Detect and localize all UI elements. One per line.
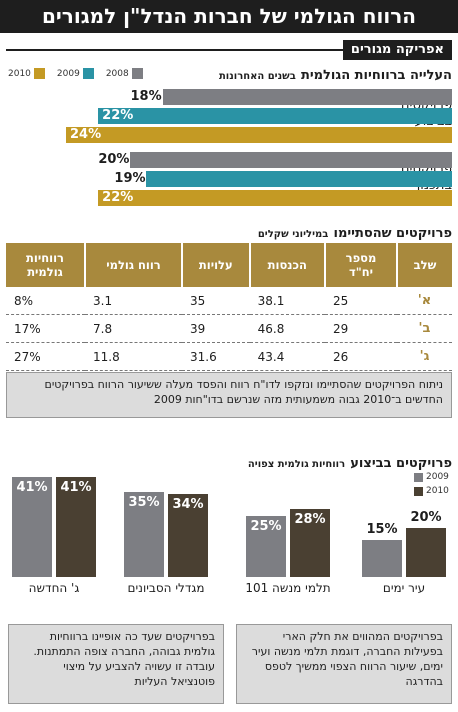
chart1-subtitle: בשנים האחרונות [218, 71, 296, 82]
table-title: פרויקטים שהסתיימו [333, 226, 452, 241]
bar-2009-1 [146, 171, 452, 187]
vbar-value-label: 20% [410, 510, 442, 526]
chart1-heading: העלייה ברווחיות הגולמית בשנים האחרונות [219, 64, 452, 83]
cell-gross-profit: 11.8 [85, 342, 182, 371]
legend-swatch-2009-bottom [414, 472, 423, 482]
vbar-2010-1 [290, 508, 330, 577]
category-label: תלמי מנשה 101 [245, 581, 331, 595]
legend-2010: 2010 [8, 68, 45, 79]
col-units: מספר יח"ד [324, 243, 397, 287]
cell-gross-profit: 7.8 [85, 314, 182, 343]
legend-2008: 2008 [106, 68, 143, 79]
bar-2009-0 [98, 108, 452, 124]
col-costs: עלויות [180, 243, 250, 287]
note-left: בפרויקטים שעד כה אופיינו ברווחיות גולמית… [8, 624, 224, 704]
cell-gross-margin: 17% [6, 314, 85, 343]
cell-costs: 39 [181, 314, 250, 343]
bar-2010-1 [98, 190, 452, 206]
cell-gross-profit: 3.1 [85, 287, 182, 315]
cell-revenue: 38.1 [249, 287, 325, 315]
chart3-legend: 2009 2010 [414, 472, 454, 496]
vbar-2010-0 [406, 528, 446, 577]
legend-swatch-2009 [82, 68, 94, 79]
bar-value-label: 19% [114, 171, 146, 186]
note-right: בפרויקטים המהווים את חלק הארי בפעילות הח… [236, 624, 452, 704]
category-label: ג' החדשה [28, 581, 80, 595]
projects-table: שלב מספר יח"ד הכנסות עלויות רווח גולמי ר… [6, 243, 452, 371]
legend-2009-bottom: 2009 [414, 472, 454, 482]
col-revenue: הכנסות [248, 243, 325, 287]
vbar-2010-2 [168, 494, 208, 577]
vbar-2009-2 [124, 491, 164, 577]
cell-stage: א' [397, 287, 452, 315]
legend-2009: 2009 [57, 68, 94, 79]
bar-2010-0 [66, 127, 452, 143]
col-stage: שלב [396, 243, 452, 287]
cell-costs: 31.6 [181, 342, 250, 371]
table-row: א' 25 38.1 35 3.1 8% [6, 287, 452, 315]
cell-units: 29 [325, 314, 397, 343]
cell-units: 25 [325, 287, 397, 315]
legend-2010-bottom: 2010 [414, 486, 454, 496]
chart3-heading: פרויקטים בביצוע רווחיות גולמית צפויה [248, 452, 452, 471]
cell-revenue: 46.8 [249, 314, 325, 343]
vbar-value-label: 28% [294, 511, 326, 527]
vbar-2009-3 [12, 477, 52, 577]
cell-costs: 35 [181, 287, 250, 315]
vbar-value-label: 25% [250, 519, 282, 535]
legend-swatch-2008 [131, 68, 143, 79]
cell-gross-margin: 27% [6, 342, 85, 371]
vbar-2010-3 [56, 477, 96, 577]
table-row: ג' 26 43.4 31.6 11.8 27% [6, 342, 452, 371]
table-header-row: שלב מספר יח"ד הכנסות עלויות רווח גולמי ר… [6, 243, 452, 287]
legend-swatch-2010 [33, 68, 45, 79]
vbar-value-label: 41% [60, 480, 92, 495]
vbar-value-label: 34% [172, 497, 204, 513]
table-row: ב' 29 46.8 39 7.8 17% [6, 314, 452, 343]
table-heading: פרויקטים שהסתיימו במיליוני שקלים [258, 222, 452, 241]
legend-swatch-2010-bottom [414, 486, 423, 496]
table-note: ניתוח הפרויקטים שהסתיימו ונזקפו לדו"ח רו… [6, 372, 452, 418]
vbar-value-label: 35% [128, 494, 160, 510]
cell-gross-margin: 8% [6, 287, 85, 315]
cell-stage: ב' [397, 314, 452, 343]
chart3-title: פרויקטים בביצוע [350, 456, 452, 471]
vbar-value-label: 41% [16, 480, 48, 495]
bar-value-label: 24% [70, 127, 102, 142]
col-gross-profit: רווח גולמי [84, 243, 182, 287]
page-title: הרווח הגולמי של חברות הנדל"ן למגורים [0, 0, 458, 33]
chart3-subtitle: רווחיות גולמית צפויה [247, 459, 346, 470]
vbar-2009-1 [246, 516, 286, 577]
vbar-2009-0 [362, 540, 402, 577]
vbar-value-label: 15% [366, 522, 398, 538]
bar-value-label: 22% [102, 108, 134, 123]
cell-revenue: 43.4 [249, 342, 325, 371]
bar-value-label: 18% [130, 89, 162, 104]
bar-2008-0 [162, 89, 452, 105]
chart1-title: העלייה ברווחיות הגולמית [300, 68, 452, 83]
bar-value-label: 20% [98, 152, 130, 167]
col-gross-margin: רווחיות גולמית [6, 243, 85, 287]
cell-stage: ג' [397, 342, 452, 371]
bar-2008-1 [130, 152, 452, 168]
category-label: עיר ימים [382, 581, 426, 595]
category-label: מגדלי הסביונים [127, 581, 205, 595]
chart1-legend: 2010 2009 2008 [8, 68, 143, 79]
section-divider [6, 49, 348, 51]
table-subtitle: במיליוני שקלים [257, 229, 329, 240]
cell-units: 26 [325, 342, 397, 371]
company-tag: אפריקה מגורים [342, 40, 452, 60]
bar-value-label: 22% [102, 190, 134, 205]
